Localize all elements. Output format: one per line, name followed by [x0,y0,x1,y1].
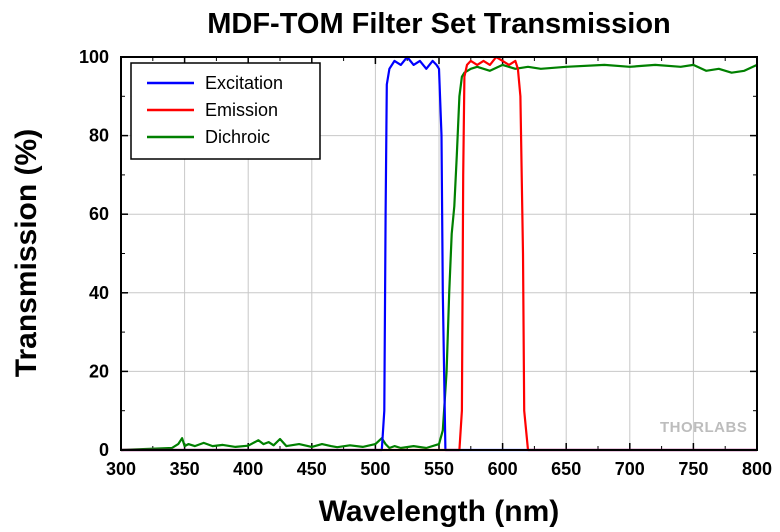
y-tick-label-100: 100 [79,47,109,67]
y-tick-labels: 0 20 40 60 80 100 [79,47,109,460]
y-tick-label-40: 40 [89,283,109,303]
y-tick-label-60: 60 [89,204,109,224]
x-tick-labels: 300 350 400 450 500 550 600 650 700 750 800 [106,459,772,479]
x-tick-label-500: 500 [360,459,390,479]
chart-title: MDF-TOM Filter Set Transmission [207,8,671,40]
y-tick-label-0: 0 [99,440,109,460]
legend-label-excitation: Excitation [205,73,283,93]
x-axis-label: Wavelength (nm) [319,495,560,528]
legend-label-emission: Emission [205,100,278,120]
x-tick-label-400: 400 [233,459,263,479]
legend-label-dichroic: Dichroic [205,127,270,147]
x-tick-label-550: 550 [424,459,454,479]
series-line-excitation [121,55,757,452]
x-tick-label-300: 300 [106,459,136,479]
x-tick-label-750: 750 [678,459,708,479]
x-tick-label-650: 650 [551,459,581,479]
legend: Excitation Emission Dichroic [130,62,321,160]
series-line-emission [121,55,757,452]
data-series [120,55,758,452]
x-tick-label-700: 700 [615,459,645,479]
x-tick-label-800: 800 [742,459,772,479]
y-tick-label-20: 20 [89,361,109,381]
x-tick-label-350: 350 [170,459,200,479]
y-axis-label: Transmission (%) [10,129,43,377]
x-tick-label-600: 600 [488,459,518,479]
watermark-logo: THORLABS [660,419,747,436]
y-tick-label-80: 80 [89,126,109,146]
plot-frame [120,56,758,451]
series-line-dichroic [120,63,758,452]
x-tick-label-450: 450 [297,459,327,479]
thorlabs-watermark: THORLABS [660,419,747,436]
